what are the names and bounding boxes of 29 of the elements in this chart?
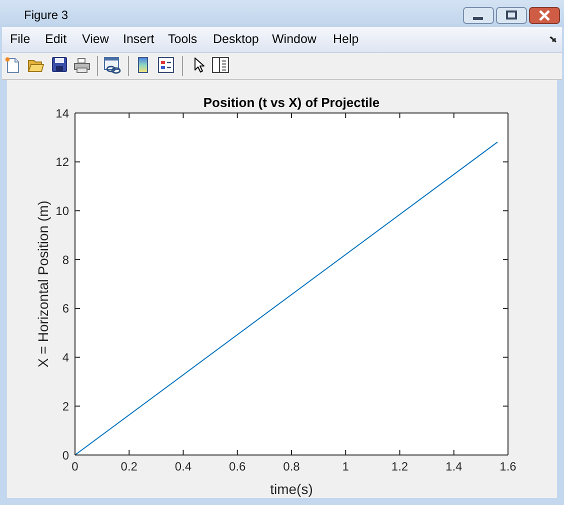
text: Edit [45,32,67,47]
x-tick-label: 0 [72,460,79,474]
y-axis-title: X = Horizontal Position (m) [35,200,51,368]
x-axis-title: time(s) [269,481,314,497]
y-tick-label: 14 [56,106,70,120]
y-tick-label: 2 [62,399,70,414]
text: Tools [168,32,198,47]
y-tick-label: 4 [62,350,70,365]
text: Help [333,32,359,47]
text: Desktop [213,32,259,47]
text: Window [272,32,316,47]
y-tick-label: 10 [56,204,70,218]
caption: Figure 3 [24,8,68,23]
y-tick-label: 12 [56,155,70,170]
y-tick-label: 6 [62,302,70,316]
x-tick-label: 1 [342,460,350,474]
x-tick-label: 0.4 [174,460,192,474]
chart-title: Position (t vs X) of Projectile [202,95,381,110]
x-tick-label: 1.6 [500,460,517,474]
text: View [82,32,109,47]
text: Insert [123,32,154,47]
y-tick-label: 8 [62,252,70,267]
x-tick-label: 1.2 [391,460,408,474]
x-tick-label: 0.6 [229,460,246,474]
x-tick-label: 1.4 [446,460,463,474]
text: File [10,32,30,47]
y-tick-label: 0 [62,448,70,462]
x-tick-label: 0.2 [120,460,138,474]
x-tick-label: 0.8 [283,460,300,474]
